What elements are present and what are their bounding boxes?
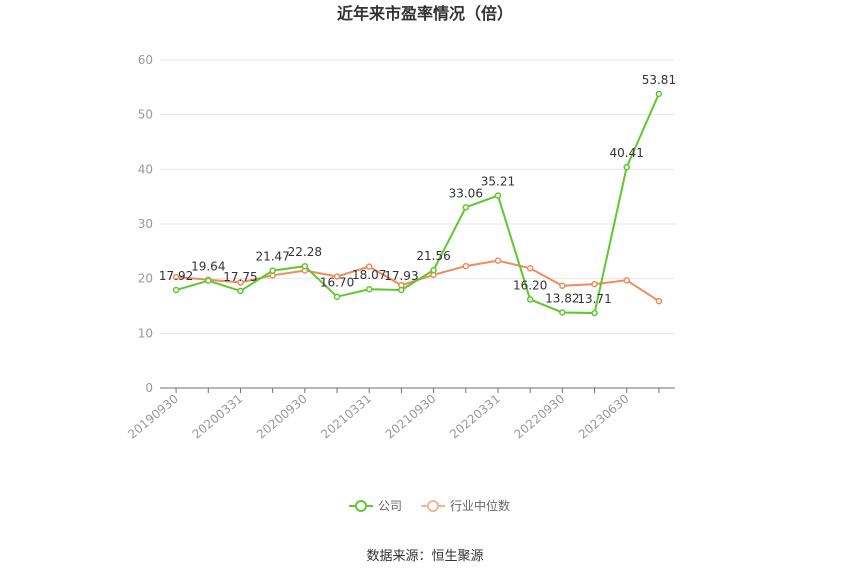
data-label: 17.93 xyxy=(384,269,418,283)
y-tick-label: 50 xyxy=(138,108,153,122)
data-point[interactable] xyxy=(494,192,502,199)
data-point[interactable] xyxy=(494,257,502,264)
data-label: 40.41 xyxy=(610,146,644,160)
data-label: 33.06 xyxy=(449,186,483,200)
data-label: 13.71 xyxy=(577,292,611,306)
data-point[interactable] xyxy=(205,277,212,284)
data-point[interactable] xyxy=(591,309,598,317)
data-point[interactable] xyxy=(462,204,470,211)
data-point[interactable] xyxy=(333,293,341,300)
y-tick-label: 20 xyxy=(138,272,153,286)
data-point[interactable] xyxy=(526,265,534,272)
data-label: 35.21 xyxy=(481,175,515,189)
data-point[interactable] xyxy=(526,296,534,303)
legend-label: 行业中位数 xyxy=(450,498,510,513)
x-tick-label: 20210930 xyxy=(383,392,439,442)
legend[interactable]: 公司 行业中位数 xyxy=(349,498,510,513)
legend-item-1[interactable]: 行业中位数 xyxy=(421,498,510,513)
chart-title: 近年来市盈率情况（倍） xyxy=(337,4,513,23)
data-label: 18.07 xyxy=(352,268,386,282)
data-point[interactable] xyxy=(172,286,180,294)
y-axis: 0 10 20 30 40 50 60 xyxy=(138,53,153,395)
data-label: 17.75 xyxy=(223,270,257,284)
data-point[interactable] xyxy=(623,277,630,284)
data-label: 53.81 xyxy=(642,73,676,87)
x-tick-label: 20200331 xyxy=(190,392,246,442)
data-point[interactable] xyxy=(269,267,276,274)
legend-marker xyxy=(427,500,439,512)
data-label: 22.28 xyxy=(288,245,322,259)
data-label: 19.64 xyxy=(191,260,225,274)
x-tick-label: 20210331 xyxy=(318,392,374,442)
data-point[interactable] xyxy=(655,90,663,98)
x-tick-label: 20220930 xyxy=(511,392,567,442)
data-label: 21.56 xyxy=(416,249,450,263)
x-axis: 20190930 20200331 20200930 20210331 20210930… xyxy=(125,387,675,442)
data-label: 16.70 xyxy=(320,276,354,290)
data-point[interactable] xyxy=(365,285,373,293)
data-point[interactable] xyxy=(462,262,470,270)
data-point[interactable] xyxy=(172,273,180,281)
data-label: 21.47 xyxy=(255,250,289,264)
data-point[interactable] xyxy=(365,263,373,270)
series-line-0 xyxy=(175,93,660,315)
data-point[interactable] xyxy=(237,279,244,286)
data-point[interactable] xyxy=(430,266,437,274)
data-point[interactable] xyxy=(559,309,566,316)
data-point[interactable] xyxy=(559,282,566,290)
y-tick-label: 30 xyxy=(138,217,153,231)
data-point[interactable] xyxy=(623,163,630,171)
x-tick-label: 20190930 xyxy=(125,392,181,442)
y-tick-label: 10 xyxy=(138,326,153,340)
legend-label: 公司 xyxy=(378,499,402,513)
legend-item-0[interactable]: 公司 xyxy=(349,499,402,513)
data-point[interactable] xyxy=(301,262,309,270)
data-source: 数据来源：恒生聚源 xyxy=(366,549,483,564)
data-point[interactable] xyxy=(333,273,341,280)
data-label: 13.82 xyxy=(545,291,579,305)
data-point[interactable] xyxy=(591,280,598,288)
series-lines xyxy=(172,90,663,317)
legend-marker xyxy=(355,500,367,512)
data-label: 16.20 xyxy=(513,278,547,292)
grid-lines xyxy=(160,59,675,334)
y-tick-label: 60 xyxy=(138,53,153,67)
data-point[interactable] xyxy=(655,297,663,305)
data-point[interactable] xyxy=(237,287,244,295)
x-tick-label: 20220331 xyxy=(447,392,503,442)
data-point[interactable] xyxy=(398,286,405,294)
data-label: 17.92 xyxy=(159,269,193,283)
x-tick-label: 20200930 xyxy=(254,392,310,442)
x-tick-label: 20230630 xyxy=(576,392,632,442)
y-tick-label: 0 xyxy=(145,381,153,395)
y-tick-label: 40 xyxy=(138,162,153,176)
